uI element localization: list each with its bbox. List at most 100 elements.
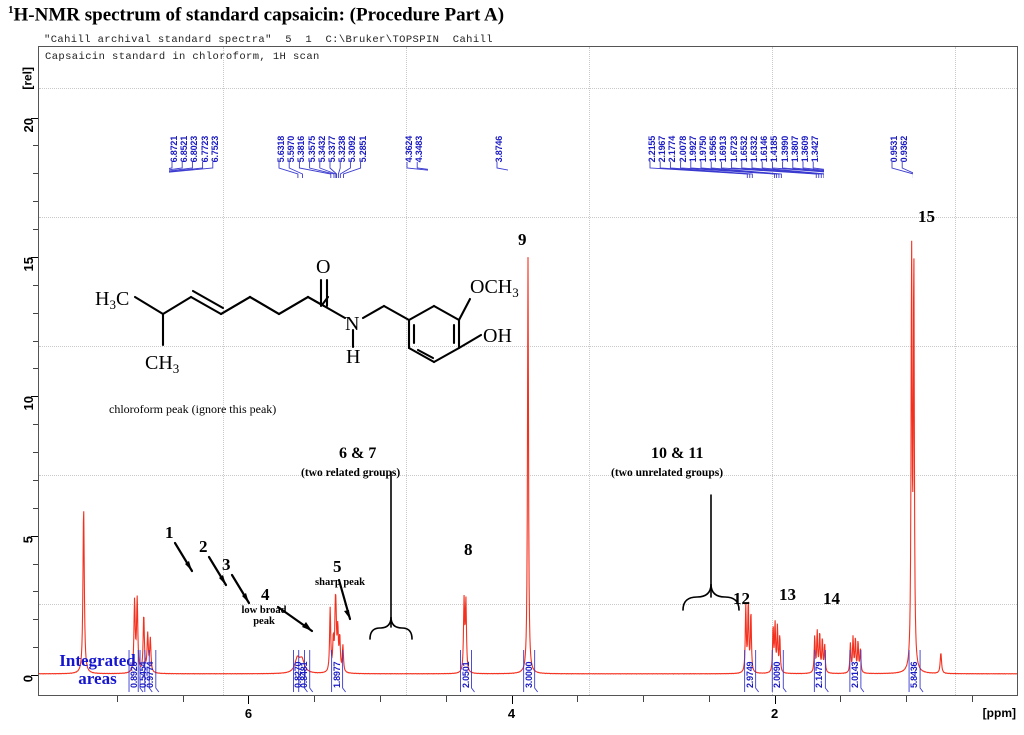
y-axis-tick-minor [33, 619, 38, 621]
x-axis-tick-minor [380, 696, 381, 702]
y-axis-tick-minor [33, 312, 38, 314]
capsaicin-structure-diagram: H3C CH3 O N H OCH3 OH [87, 235, 557, 385]
peak-annotation-8: 8 [464, 540, 473, 559]
structure-label-oh: OH [483, 325, 512, 347]
peak-annotation-5: 5 [333, 557, 342, 576]
structure-svg: H3C CH3 O N H OCH3 OH [95, 256, 519, 376]
y-axis-tick-minor [33, 173, 38, 175]
shift-label-connectors [649, 162, 825, 178]
peak-annotation-9: 9 [518, 230, 527, 249]
peak-annotation-6-7-sub: (two related groups) [301, 467, 401, 479]
gridline-vertical [223, 47, 224, 695]
peak-annotation-3: 3 [222, 555, 231, 574]
peak-annotation-4-sub: low broad peak [241, 605, 287, 628]
integral-value-label: 2.1479 [814, 661, 825, 688]
gridline-vertical [955, 47, 956, 695]
x-axis-tick-minor [643, 696, 645, 702]
shift-label-group-aromatic: 6.8721 6.8521 6.8023 6.7723 6.7523 [169, 102, 224, 173]
y-axis-tick-major [31, 396, 38, 398]
shift-label-group-benzylic: 4.3624 4.3483 [404, 102, 429, 171]
y-axis-tick-major [31, 256, 38, 258]
page-title: 1H-NMR spectrum of standard capsaicin: (… [8, 4, 504, 26]
y-axis-tick-minor [33, 229, 38, 230]
peak-annotation-2: 2 [199, 537, 208, 556]
gridline-vertical [772, 47, 773, 695]
x-axis-tick-minor [445, 696, 447, 702]
peak-annotation-10-11-sub: (two unrelated groups) [611, 467, 724, 479]
gridline-horizontal [39, 604, 1017, 605]
integrated-areas-line-1: Integrated [59, 651, 136, 670]
integral-value-label: 2.0143 [849, 661, 860, 688]
integral-value-label: 3.0000 [523, 661, 534, 688]
spectrum-header-line: "Cahill archival standard spectra" 5 1 C… [44, 34, 493, 46]
peak-annotation-1: 1 [165, 523, 174, 542]
y-axis-unit-label: [rel] [21, 67, 35, 90]
y-axis: [rel] 20 15 10 5 0 [0, 46, 38, 696]
y-axis-tick-minor [33, 479, 38, 481]
gridline-horizontal [39, 88, 1017, 89]
y-axis-tick-minor [33, 424, 38, 426]
integral-values-strip: 0.8925 0.5454 0.9774 0.8270 0.8481 1.8977 2.05… [38, 648, 1018, 696]
y-axis-tick-major [31, 675, 38, 676]
x-axis-unit-label: [ppm] [982, 706, 1016, 720]
integral-value-label: 2.0501 [460, 661, 471, 688]
shift-label-connectors [891, 162, 914, 178]
x-axis-tick-minor [971, 696, 973, 702]
shift-label-group-alkene: 5.6318 5.5970 5.3816 5.3575 5.3432 5.3377 5.32… [276, 102, 372, 178]
shift-label-connectors [406, 162, 429, 171]
shift-label-group-methoxy: 3.8746 [494, 102, 509, 171]
integral-value-label: 0.8481 [298, 661, 309, 688]
integral-value-label: 1.8977 [331, 661, 342, 688]
peak-annotation-4: 4 [261, 585, 270, 604]
gridline-vertical [406, 47, 407, 695]
peak-annotation-6-7: 6 & 7 [339, 445, 377, 462]
x-axis-tick-minor [116, 696, 118, 702]
x-axis-tick-major [511, 696, 513, 704]
x-axis-tick-major [774, 696, 776, 704]
y-axis-tick-minor [33, 201, 38, 203]
gridline-horizontal [39, 475, 1017, 476]
y-axis-tick-label: 5 [20, 535, 36, 543]
y-axis-tick-minor [33, 284, 38, 286]
structure-label-och3: OCH3 [470, 276, 519, 300]
integrated-areas-line-2: areas [78, 668, 117, 688]
title-text: H-NMR spectrum of standard capsaicin: (P… [13, 4, 505, 26]
y-axis-tick-label: 10 [20, 396, 36, 411]
x-axis: [ppm] 6 4 2 [38, 696, 1018, 735]
peak-annotation-15: 15 [918, 207, 935, 226]
x-axis-tick-major [248, 696, 250, 704]
y-axis-tick-minor [33, 647, 38, 649]
y-axis-tick-minor [33, 591, 38, 593]
y-axis-tick-label: 0 [20, 675, 36, 683]
x-axis-tick-label: 4 [507, 706, 516, 721]
spectrum-plot-area: Capsaicin standard in chloroform, 1H sca… [38, 46, 1018, 696]
x-axis-tick-minor [182, 696, 184, 702]
y-axis-tick-minor [33, 340, 38, 342]
gridline-horizontal [39, 217, 1017, 218]
x-axis-tick-minor [840, 696, 842, 702]
y-axis-tick-major [31, 535, 38, 537]
peak-annotation-10-11: 10 & 11 [651, 445, 704, 462]
integral-value-label: 2.9749 [744, 661, 755, 688]
shift-label-group-methyl: 0.9531 0.9362 [889, 102, 914, 178]
integrated-areas-label: Integrated areas [40, 652, 155, 688]
integral-value-label: 2.0090 [772, 661, 783, 688]
y-axis-tick-minor [33, 368, 38, 370]
y-axis-tick-label: 15 [20, 256, 36, 272]
nmr-spectrum-trace [39, 240, 1017, 675]
shift-label-connectors [169, 162, 214, 173]
integral-value-label: 5.8436 [909, 661, 920, 688]
x-axis-tick-minor [577, 696, 579, 702]
y-axis-tick-minor [33, 145, 38, 147]
x-axis-tick-minor [314, 696, 316, 702]
x-axis-tick-minor [906, 696, 908, 702]
x-axis-tick-label: 6 [244, 706, 253, 721]
y-axis-tick-minor [33, 563, 38, 565]
shift-label-connectors [496, 162, 509, 171]
structure-label-nh-hydrogen: H [346, 346, 360, 368]
y-axis-tick-major [31, 117, 38, 119]
structure-label-n: N [345, 313, 359, 335]
title-superscript: 1 [8, 4, 14, 16]
y-axis-tick-label: 20 [20, 117, 36, 132]
shift-label-connectors [278, 162, 362, 178]
